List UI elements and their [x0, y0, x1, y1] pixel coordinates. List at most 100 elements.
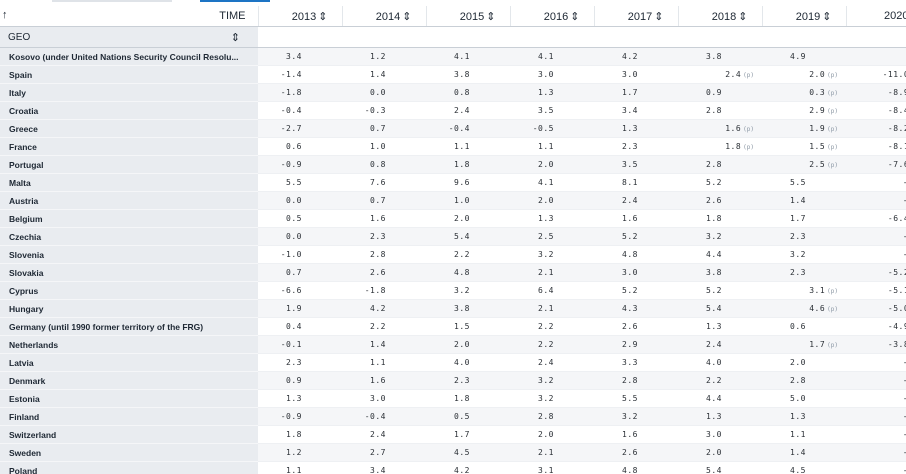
value-cell: 4.9: [762, 47, 846, 66]
cell-value: 2.1: [538, 268, 554, 277]
cell-value: 3.2: [706, 232, 722, 241]
value-cell: 3.0: [342, 389, 426, 408]
year-column-header[interactable]: 2016 ⇕: [509, 6, 594, 27]
cell-value: 1.4: [370, 70, 386, 79]
value-cell: -0.9: [258, 407, 342, 426]
table-row: Portugal-0.90.81.82.03.52.82.5(p)-7.6(e): [0, 155, 906, 174]
sort-icon[interactable]: ⇕: [738, 10, 748, 23]
geo-row-label[interactable]: Poland: [0, 461, 258, 474]
geo-row-label[interactable]: Estonia: [0, 389, 258, 408]
cell-value: -6.6: [280, 286, 302, 295]
geo-row-label[interactable]: Netherlands: [0, 335, 258, 354]
value-cell: -7.6(e): [846, 155, 906, 174]
geo-row-label[interactable]: Czechia: [0, 227, 258, 246]
geo-row-label[interactable]: Sweden: [0, 443, 258, 462]
year-column-header[interactable]: 2019 ⇕: [761, 6, 846, 27]
cell-value: 0.3: [809, 88, 826, 97]
geo-row-label[interactable]: Italy: [0, 83, 258, 102]
cell-value: 1.7: [790, 214, 806, 223]
geo-row-label[interactable]: Latvia: [0, 353, 258, 372]
sort-icon[interactable]: ⇕: [570, 10, 580, 23]
cell-value: 2.4: [370, 430, 386, 439]
data-table: ↑ TIME 2013 ⇕ 2014 ⇕ 2015 ⇕ 2016 ⇕ 2017 ⇕ 2018 ⇕ 201…: [0, 6, 906, 474]
sort-icon[interactable]: ⇕: [318, 10, 328, 23]
geo-row-label[interactable]: Slovenia: [0, 245, 258, 264]
cell-value: 4.9: [790, 52, 806, 61]
year-column-header[interactable]: 2017 ⇕: [593, 6, 678, 27]
year-column-header[interactable]: 2013 ⇕: [257, 6, 342, 27]
geo-sort-icon[interactable]: ⇕: [230, 32, 240, 44]
value-cell: 2.5: [510, 227, 594, 246]
value-cell: 2.4: [342, 425, 426, 444]
value-cell: 1.3: [510, 83, 594, 102]
geo-dimension-header[interactable]: GEO ⇕: [0, 26, 258, 48]
value-cell: 1.6: [594, 209, 678, 228]
year-column-header[interactable]: 2014 ⇕: [341, 6, 426, 27]
geo-row-label[interactable]: Slovakia: [0, 263, 258, 282]
sort-icon[interactable]: ⇕: [402, 10, 412, 23]
geo-row-label[interactable]: Germany (until 1990 former territory of …: [0, 317, 258, 336]
cell-value: -0.4: [448, 124, 470, 133]
geo-row-label[interactable]: Spain: [0, 65, 258, 84]
geo-row-label[interactable]: Finland: [0, 407, 258, 426]
cell-value: 2.9: [622, 340, 638, 349]
geo-header-spacer: [426, 26, 510, 48]
table-row: Poland 1.1 3.4 4.2 3.1 4.8 5.4 4.5 -2.7: [0, 461, 906, 474]
geo-row-label[interactable]: Greece: [0, 119, 258, 138]
sort-icon[interactable]: ⇕: [654, 10, 664, 23]
geo-row-label[interactable]: Hungary: [0, 299, 258, 318]
cell-value: -2.8: [903, 448, 906, 457]
geo-row-label[interactable]: Malta: [0, 173, 258, 192]
cell-value: 5.2: [622, 286, 638, 295]
value-cell: 3.0: [594, 263, 678, 282]
cell-flag: (p): [743, 126, 754, 133]
cell-value: 1.1: [286, 466, 302, 474]
value-cell: 2.2: [510, 317, 594, 336]
cell-value: 4.6: [809, 304, 826, 313]
geo-row-label[interactable]: France: [0, 137, 258, 156]
value-cell: 0.8: [342, 155, 426, 174]
value-cell: 4.2: [426, 461, 510, 474]
geo-row-label[interactable]: Croatia: [0, 101, 258, 120]
value-cell: 2.8: [762, 371, 846, 390]
geo-row-label[interactable]: Denmark: [0, 371, 258, 390]
year-column-header[interactable]: 2018 ⇕: [677, 6, 762, 27]
year-column-header[interactable]: 2015 ⇕: [425, 6, 510, 27]
cell-value: 2.3: [370, 232, 386, 241]
value-cell: 2.3: [594, 137, 678, 156]
value-cell: -0.4: [258, 101, 342, 120]
value-cell: -6.6: [258, 281, 342, 300]
geo-row-label[interactable]: Portugal: [0, 155, 258, 174]
value-cell: 0.9: [678, 83, 762, 102]
cell-value: 1.2: [370, 52, 386, 61]
cell-value: 2.3: [622, 142, 638, 151]
geo-dimension-label: GEO: [8, 31, 31, 43]
cell-value: -7.6: [887, 160, 906, 169]
cell-flag: (p): [827, 72, 838, 79]
geo-row-label[interactable]: Austria: [0, 191, 258, 210]
cell-value: 3.5: [622, 160, 638, 169]
geo-row-label[interactable]: Kosovo (under United Nations Security Co…: [0, 47, 258, 66]
cell-value: 2.8: [370, 250, 386, 259]
time-dimension-header[interactable]: ↑ TIME: [0, 6, 258, 27]
value-cell: -5.6: [846, 227, 906, 246]
cell-value: 2.4: [538, 358, 554, 367]
value-cell: -6.4(p): [846, 209, 906, 228]
cell-value: 5.5: [790, 178, 806, 187]
value-cell: 4.8: [594, 245, 678, 264]
tab-underline-active[interactable]: [200, 0, 270, 2]
cell-value: 2.0: [454, 214, 470, 223]
geo-row-label[interactable]: Cyprus: [0, 281, 258, 300]
geo-row-label[interactable]: Switzerland: [0, 425, 258, 444]
table-row: Croatia-0.4-0.32.43.53.42.82.9(p)-8.4(p): [0, 101, 906, 120]
geo-row-label[interactable]: Belgium: [0, 209, 258, 228]
year-column-header[interactable]: 2020↑: [845, 6, 906, 27]
value-cell: 0.9: [258, 371, 342, 390]
value-cell: 2.2: [510, 335, 594, 354]
sort-icon[interactable]: ⇕: [822, 10, 832, 23]
cell-value: 1.1: [370, 358, 386, 367]
cell-value: 2.1: [538, 448, 554, 457]
sort-icon[interactable]: ⇕: [486, 10, 496, 23]
geo-header-spacer: [342, 26, 426, 48]
